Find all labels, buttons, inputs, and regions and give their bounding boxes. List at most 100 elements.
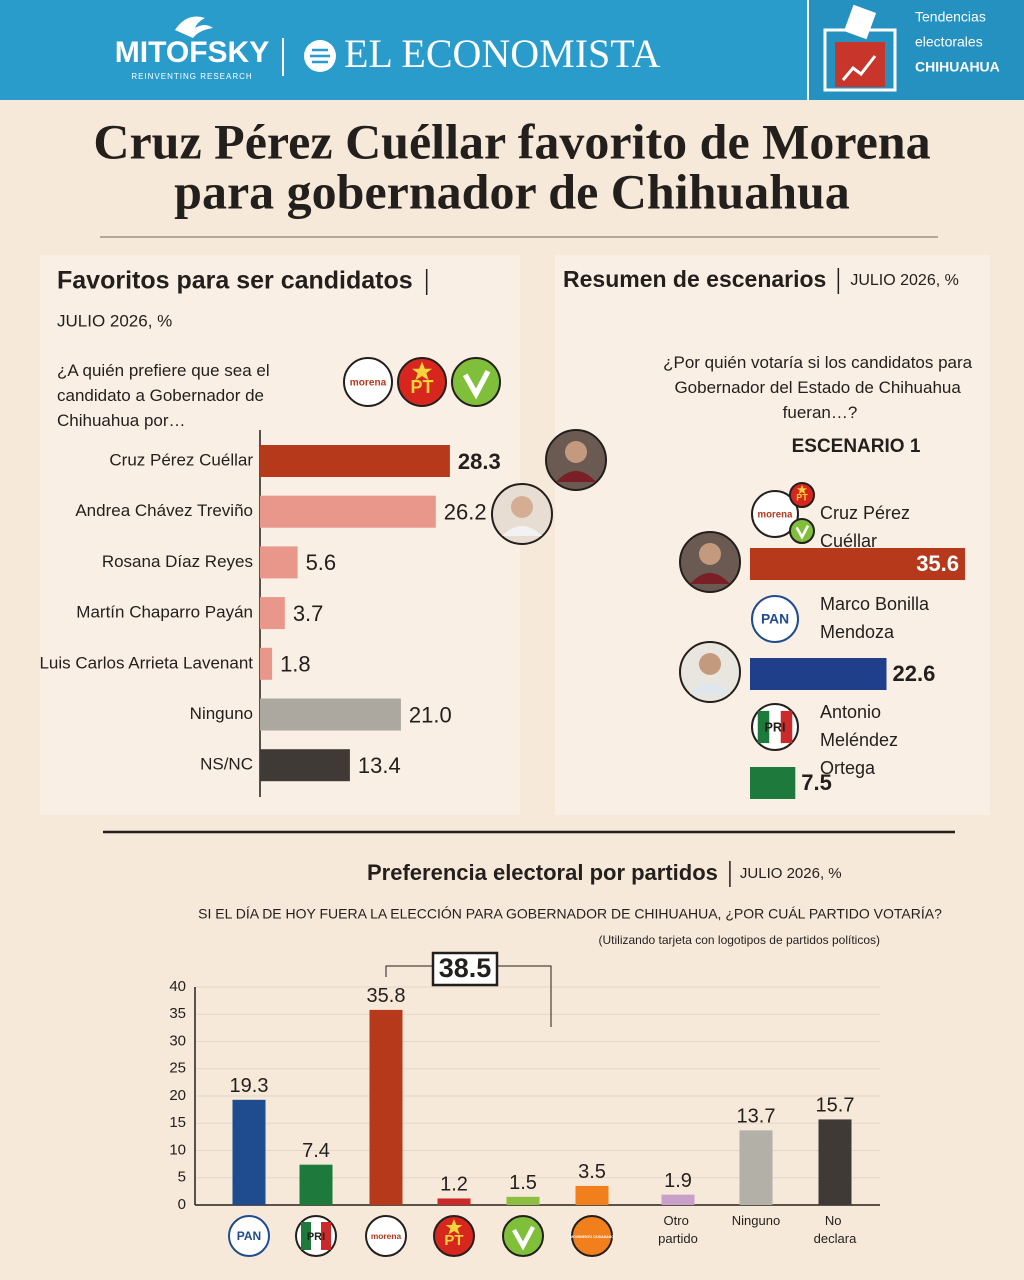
candidate-name: Antonio Meléndez Ortega (820, 702, 903, 778)
y-tick-label: 0 (178, 1196, 186, 1213)
chart-subtitle: JULIO 2026, % (57, 311, 172, 330)
party-logo-stripe (301, 1222, 311, 1250)
bar (437, 1198, 471, 1205)
y-tick-label: 25 (169, 1060, 186, 1077)
badge-line: Tendencias (915, 9, 986, 25)
party-logo-circle (433, 1215, 475, 1257)
party-logo-label: PT (796, 492, 808, 502)
party-logo-mark (462, 369, 491, 400)
chart-question: ¿A quién prefiere que sea el candidato a… (57, 361, 274, 430)
party-logo: PT (789, 482, 815, 508)
badge-line: CHIHUAHUA (915, 59, 1000, 75)
value-label: 26.2 (444, 500, 487, 525)
chart-note: (Utilizando tarjeta con logotipos de par… (599, 933, 880, 947)
party-logo-circle (502, 1215, 544, 1257)
party-logo: morena (751, 490, 799, 538)
mitofsky-bird (175, 16, 213, 38)
chart-title: Resumen de escenarios (563, 266, 826, 292)
chart-question: SI EL DÍA DE HOY FUERA LA ELECCIÓN PARA … (198, 906, 942, 922)
bar (750, 548, 966, 580)
party-logo-mark (512, 1225, 535, 1251)
party-logo-stripe (321, 1222, 331, 1250)
value-label: 13.4 (358, 753, 401, 778)
main-title: Cruz Pérez Cuéllar favorito de Morena (93, 113, 930, 169)
bar (750, 658, 887, 690)
party-logo (451, 357, 501, 407)
annotation-box (431, 951, 499, 987)
bar (260, 495, 436, 528)
party-logo-circle (451, 357, 501, 407)
party-logo-circle (751, 490, 799, 538)
value-label: 1.8 (280, 652, 311, 677)
party-logo-circle (365, 1215, 407, 1257)
y-tick-label: 40 (169, 978, 186, 995)
party-logo: morena (365, 1215, 407, 1257)
value-label: 5.6 (306, 550, 337, 575)
bar (260, 749, 350, 782)
category-label: NS/NC (200, 755, 253, 774)
party-logo-mark (795, 524, 810, 540)
party-logo: MOVIMIENTO CIUDADANO (570, 1215, 614, 1257)
party-logo-label: MOVIMIENTO CIUDADANO (570, 1235, 614, 1239)
party-logo: morena (343, 357, 393, 407)
party-logo: PRI (751, 703, 799, 751)
value-label: 22.6 (893, 661, 936, 686)
category-label: Martín Chaparro Payán (76, 603, 253, 622)
y-tick-label: 15 (169, 1114, 186, 1131)
value-label: 3.7 (293, 601, 324, 626)
bar (232, 1099, 266, 1205)
brand-mitofsky: MITOFSKY (115, 36, 269, 69)
party-logo-star (796, 484, 808, 495)
value-label: 1.9 (664, 1170, 692, 1192)
y-tick-label: 30 (169, 1032, 186, 1049)
party-logo: PT (397, 357, 447, 407)
party-logo-label: PT (444, 1232, 463, 1249)
party-logo: PT (433, 1215, 475, 1257)
category-label: Andrea Chávez Treviño (75, 501, 253, 520)
bar (260, 546, 298, 579)
brand-tagline: REINVENTING RESEARCH (131, 72, 252, 81)
value-label: 15.7 (816, 1095, 855, 1117)
bar (260, 647, 273, 680)
party-logo-label: PRI (307, 1231, 325, 1243)
party-logo: PRI (295, 1215, 337, 1257)
value-label: 1.2 (440, 1174, 468, 1196)
value-label: 28.3 (458, 449, 501, 474)
x-tick-label: Otro partido (658, 1213, 698, 1246)
value-label: 1.5 (509, 1172, 537, 1194)
party-logo (789, 518, 815, 544)
bar (661, 1194, 695, 1205)
y-tick-label: 35 (169, 1005, 186, 1022)
economista-logo-lines (310, 48, 330, 64)
chart-subtitle: JULIO 2026, % (850, 272, 959, 289)
party-logo-stripe (757, 710, 770, 744)
badge-line: electorales (915, 34, 983, 50)
category-label: Ninguno (190, 704, 253, 723)
value-label: 19.3 (230, 1075, 269, 1097)
main-title: para gobernador de Chihuahua (174, 163, 850, 219)
party-logo-circle (228, 1215, 270, 1257)
candidate-name: Cruz Pérez Cuéllar (820, 503, 915, 551)
party-logo-label: PT (410, 377, 433, 397)
party-logo-star (411, 361, 433, 381)
chart-title: Favoritos para ser candidatos (57, 267, 413, 295)
party-logo-label: PAN (761, 612, 789, 627)
party-logo-circle (343, 357, 393, 407)
category-label: Rosana Díaz Reyes (102, 552, 253, 571)
bar (818, 1119, 852, 1205)
party-logo-label: morena (350, 378, 387, 389)
y-tick-label: 10 (169, 1141, 186, 1158)
bar (260, 698, 401, 731)
party-logo-label: morena (371, 1231, 402, 1241)
ballot-icon (823, 4, 897, 92)
bar (369, 1009, 403, 1205)
candidate-photo (491, 429, 741, 703)
value-label: 7.4 (302, 1140, 330, 1162)
value-label: 35.8 (367, 985, 406, 1007)
party-logo-circle (751, 595, 799, 643)
party-logo (502, 1215, 544, 1257)
party-logo-star (445, 1219, 463, 1235)
value-label: 3.5 (578, 1161, 606, 1183)
